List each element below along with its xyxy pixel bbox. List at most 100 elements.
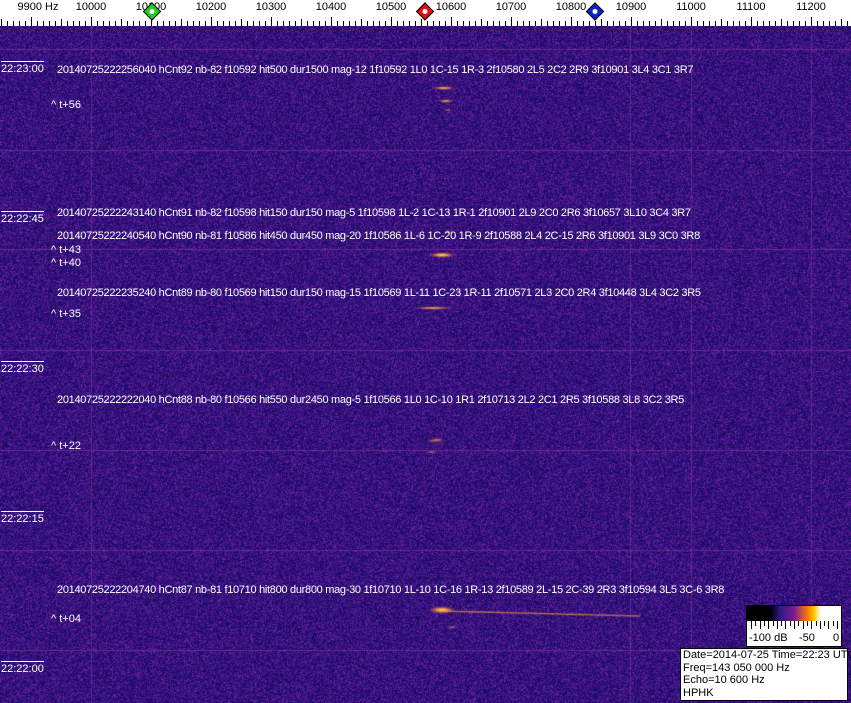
minor-tick <box>649 21 650 26</box>
minor-tick <box>115 21 116 26</box>
minor-tick <box>763 21 764 26</box>
info-box: Date=2014-07-25 Time=22:23 UTC Freq=143 … <box>680 648 851 701</box>
minor-tick <box>799 21 800 26</box>
echo-time-offset: ^ t+22 <box>51 440 81 452</box>
minor-tick <box>229 21 230 26</box>
minor-tick <box>583 21 584 26</box>
minor-tick <box>37 21 38 26</box>
minor-tick <box>25 21 26 26</box>
minor-tick <box>49 21 50 26</box>
x-tick-label: 9900 Hz <box>17 1 59 13</box>
minor-tick <box>307 21 308 26</box>
x-tick-label: 11100 <box>736 1 766 13</box>
minor-tick <box>139 21 140 26</box>
minor-tick <box>439 21 440 26</box>
minor-tick <box>175 21 176 26</box>
minor-tick <box>1 19 2 26</box>
major-tick <box>91 17 92 26</box>
minor-tick <box>805 21 806 26</box>
minor-tick <box>97 21 98 26</box>
minor-tick <box>613 21 614 26</box>
minor-tick <box>61 19 62 26</box>
echo-time-offset: ^ t+35 <box>51 308 81 320</box>
colorbar-label-max: 0 <box>833 632 840 644</box>
minor-tick <box>385 21 386 26</box>
colorbar-tick <box>759 621 761 629</box>
colorbar-tick <box>755 621 757 626</box>
minor-tick <box>733 21 734 26</box>
minor-tick <box>835 21 836 26</box>
major-tick <box>31 17 32 26</box>
minor-tick <box>157 21 158 26</box>
major-tick <box>571 17 572 26</box>
echo-event-text: 20140725222240540 hCnt90 nb-81 f10586 hi… <box>57 230 700 242</box>
x-tick-label: 10900 <box>615 1 647 13</box>
minor-tick <box>823 21 824 26</box>
echo-event-text: 20140725222243140 hCnt91 nb-82 f10598 hi… <box>57 207 691 219</box>
echo-time-offset: ^ t+56 <box>51 99 81 111</box>
minor-tick <box>253 21 254 26</box>
x-tick-label: 10000 <box>75 1 107 13</box>
x-tick-label: 10500 <box>375 1 407 13</box>
echo-time-offset: ^ t+40 <box>51 257 81 269</box>
minor-tick <box>361 19 362 26</box>
minor-tick <box>739 21 740 26</box>
echo-event-text: 20140725222222040 hCnt88 nb-80 f10566 hi… <box>57 394 684 406</box>
red-diamond-marker-icon[interactable] <box>415 2 435 21</box>
minor-tick <box>727 21 728 26</box>
colorbar-label-min: -100 dB <box>749 632 788 644</box>
major-tick <box>391 17 392 26</box>
minor-tick <box>745 21 746 26</box>
colorbar-tick <box>751 621 752 629</box>
minor-tick <box>181 19 182 26</box>
minor-tick <box>841 19 842 26</box>
minor-tick <box>667 21 668 26</box>
echo-event-text: 20140725222256040 hCnt92 nb-82 f10592 hi… <box>57 64 694 76</box>
minor-tick <box>817 21 818 26</box>
colorbar-tick <box>806 621 808 626</box>
minor-tick <box>721 19 722 26</box>
minor-tick <box>85 21 86 26</box>
major-tick <box>451 17 452 26</box>
major-tick <box>331 17 332 26</box>
minor-tick <box>319 21 320 26</box>
colorbar-tick <box>785 621 787 629</box>
x-tick-label: 11200 <box>796 1 826 13</box>
colorbar-tick <box>781 621 783 626</box>
minor-tick <box>79 21 80 26</box>
colorbar-tick <box>828 621 830 629</box>
minor-tick <box>637 21 638 26</box>
colorbar-tick <box>789 621 791 626</box>
minor-tick <box>499 21 500 26</box>
colorbar-ticks <box>747 621 841 631</box>
x-tick-label: 11000 <box>676 1 706 13</box>
echo-time-offset: ^ t+04 <box>51 613 81 625</box>
minor-tick <box>337 21 338 26</box>
minor-tick <box>379 21 380 26</box>
minor-tick <box>709 21 710 26</box>
major-tick <box>751 17 752 26</box>
spectrogram-waterfall <box>0 26 851 703</box>
minor-tick <box>619 21 620 26</box>
x-tick-label: 10700 <box>495 1 527 13</box>
minor-tick <box>541 19 542 26</box>
minor-tick <box>673 21 674 26</box>
info-station: HPHK <box>683 686 714 699</box>
minor-tick <box>199 21 200 26</box>
colorbar-tick <box>837 621 838 629</box>
info-frequency: Freq=143 050 000 Hz <box>683 661 790 674</box>
blue-diamond-marker-icon[interactable] <box>585 2 605 21</box>
colorbar-tick <box>811 621 813 629</box>
minor-tick <box>565 21 566 26</box>
minor-tick <box>67 21 68 26</box>
minor-tick <box>655 21 656 26</box>
colorbar-label-mid: -50 <box>799 632 815 644</box>
major-tick <box>631 17 632 26</box>
minor-tick <box>373 21 374 26</box>
major-tick <box>151 17 152 26</box>
major-tick <box>271 17 272 26</box>
colorbar-tick <box>768 621 770 629</box>
major-tick <box>511 17 512 26</box>
minor-tick <box>109 21 110 26</box>
minor-tick <box>757 21 758 26</box>
